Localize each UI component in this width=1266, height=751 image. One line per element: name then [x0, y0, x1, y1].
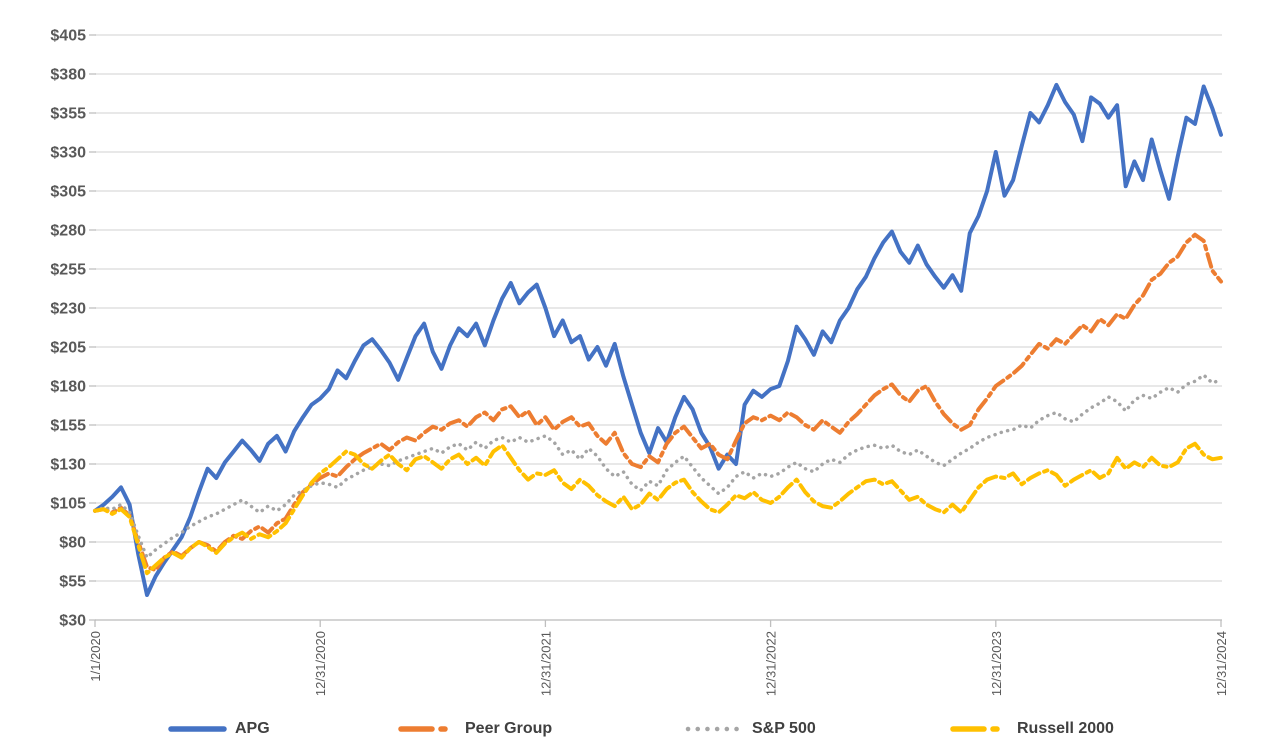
svg-text:$255: $255 [50, 262, 86, 279]
svg-text:$280: $280 [50, 223, 86, 240]
legend-label-russell-2000: Russell 2000 [1017, 720, 1114, 737]
legend-label-peer-group: Peer Group [465, 720, 553, 737]
svg-text:$130: $130 [50, 457, 86, 474]
legend-item-sp500: S&P 500 [685, 712, 816, 746]
chart-legend: APG Peer Group S&P 500 Russell 2000 [0, 712, 1266, 750]
svg-text:$380: $380 [50, 67, 86, 84]
svg-text:12/31/2022: 12/31/2022 [764, 631, 779, 696]
legend-item-russell-2000: Russell 2000 [950, 712, 1114, 746]
svg-text:12/31/2020: 12/31/2020 [313, 631, 328, 696]
svg-text:$30: $30 [59, 613, 86, 630]
peer-group-line-swatch-icon [398, 726, 457, 732]
svg-text:$205: $205 [50, 340, 86, 357]
legend-item-peer-group: Peer Group [398, 712, 552, 746]
sp500-line-swatch-icon [685, 726, 744, 732]
svg-text:$80: $80 [59, 535, 86, 552]
svg-text:$155: $155 [50, 418, 86, 435]
svg-text:$330: $330 [50, 145, 86, 162]
svg-text:$305: $305 [50, 184, 86, 201]
legend-item-apg: APG [168, 712, 270, 746]
svg-text:$105: $105 [50, 496, 86, 513]
svg-text:$230: $230 [50, 301, 86, 318]
svg-text:12/31/2023: 12/31/2023 [989, 631, 1004, 696]
svg-text:$55: $55 [59, 574, 86, 591]
chart-plot-area: $405 $380 $355 $330 $305 $280 $255 $230 $205 $180… [50, 28, 1229, 697]
apg-line-swatch-icon [168, 726, 227, 732]
svg-text:12/31/2021: 12/31/2021 [538, 631, 553, 696]
legend-label-sp500: S&P 500 [752, 720, 816, 737]
legend-label-apg: APG [235, 720, 270, 737]
svg-text:$355: $355 [50, 106, 86, 123]
svg-text:1/1/2020: 1/1/2020 [88, 631, 103, 682]
svg-text:$405: $405 [50, 28, 86, 45]
svg-text:12/31/2024: 12/31/2024 [1214, 631, 1229, 696]
svg-text:$180: $180 [50, 379, 86, 396]
russell-2000-line-swatch-icon [950, 726, 1009, 732]
